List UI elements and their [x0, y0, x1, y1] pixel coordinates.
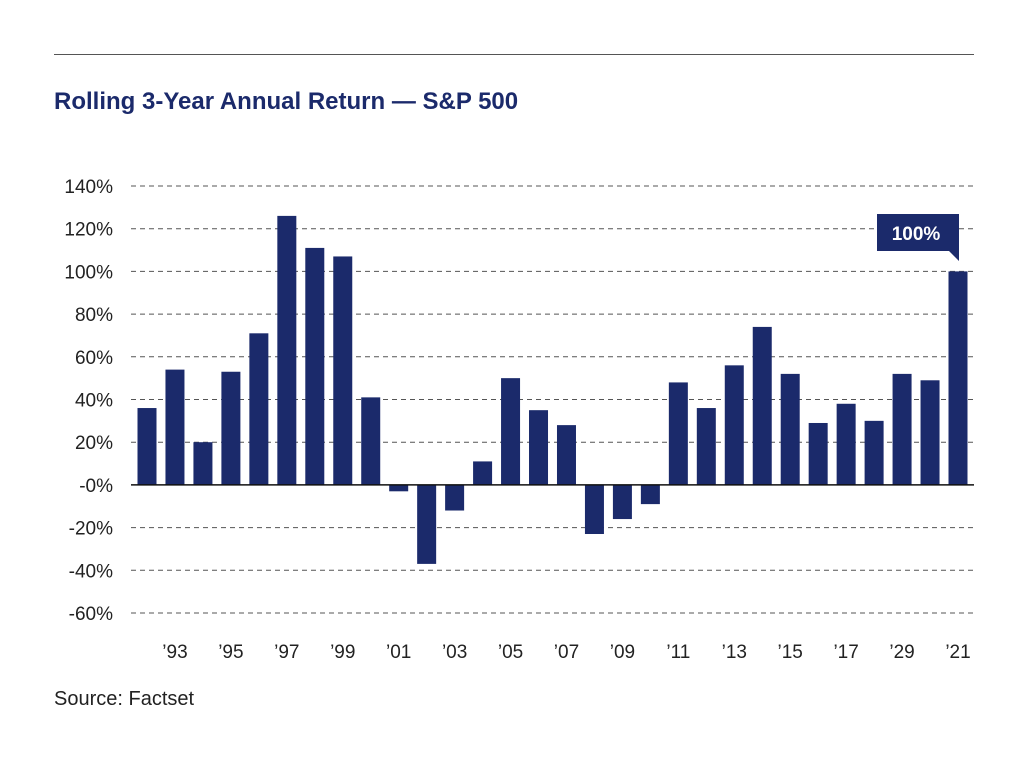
grid-lines	[131, 185, 974, 614]
bar-1992	[137, 408, 157, 485]
y-tick-label: -60%	[69, 604, 113, 625]
top-rule	[54, 54, 974, 55]
bar-2012	[696, 408, 716, 485]
chart-title: Rolling 3-Year Annual Return — S&P 500	[54, 88, 519, 115]
x-tick-label: ’03	[442, 642, 467, 663]
x-tick-label: ’29	[889, 642, 914, 663]
bars	[137, 215, 968, 564]
bar-1999	[333, 256, 353, 485]
bar-2021	[948, 271, 968, 485]
bar-2003	[445, 484, 465, 511]
y-axis-labels: 140% 120% 100% 80% 60% 40% 20% -0% -20% -40% -60%	[64, 177, 113, 625]
bar-2017	[836, 403, 856, 485]
bar-1996	[249, 333, 269, 485]
callout-label: 100%	[892, 224, 941, 245]
y-tick-label: 80%	[75, 305, 113, 326]
y-tick-label: -20%	[69, 519, 113, 540]
x-tick-label: ’11	[666, 642, 690, 663]
bar-1997	[277, 215, 297, 485]
y-tick-label: 60%	[75, 348, 113, 369]
y-tick-label: 120%	[64, 220, 113, 241]
bar-2013	[724, 365, 744, 485]
bar-1995	[221, 371, 241, 485]
y-tick-label: 40%	[75, 391, 113, 412]
x-tick-label: ’99	[330, 642, 355, 663]
x-tick-label: ’01	[386, 642, 411, 663]
bar-2020	[920, 380, 940, 485]
bar-2016	[808, 422, 828, 485]
bar-2019	[892, 373, 912, 485]
bar-2010	[640, 484, 660, 505]
bar-2008	[584, 484, 604, 535]
bar-2009	[612, 484, 632, 520]
bar-2011	[668, 382, 688, 485]
bar-2015	[780, 373, 800, 485]
x-tick-label: ’09	[610, 642, 635, 663]
bar-2005	[501, 378, 521, 485]
x-tick-label: ’21	[945, 642, 970, 663]
x-tick-label: ’07	[554, 642, 579, 663]
y-tick-label: 100%	[64, 262, 113, 283]
x-tick-label: ’95	[218, 642, 243, 663]
annotation: 100%	[877, 214, 959, 261]
bar-1993	[165, 369, 185, 485]
x-tick-label: ’97	[274, 642, 299, 663]
bar-2006	[529, 410, 549, 485]
x-axis-labels: ’93 ’95 ’97 ’99 ’01 ’03 ’05 ’07 ’09 ’11 ’13 ’15 ’17 ’…	[162, 642, 970, 663]
bar-2000	[361, 397, 381, 485]
bar-1994	[193, 442, 213, 485]
x-tick-label: ’93	[162, 642, 187, 663]
x-tick-label: ’13	[722, 642, 747, 663]
bar-2018	[864, 420, 884, 485]
y-tick-label: 20%	[75, 433, 113, 454]
y-tick-label: -0%	[79, 476, 113, 497]
source-note: Source: Factset	[54, 688, 195, 710]
x-tick-label: ’15	[778, 642, 803, 663]
bar-2014	[752, 326, 772, 485]
y-tick-label: 140%	[64, 177, 113, 198]
bar-2007	[556, 425, 576, 485]
bar-1998	[305, 247, 325, 485]
callout-box	[877, 214, 959, 261]
y-tick-label: -40%	[69, 561, 113, 582]
bar-2001	[389, 484, 409, 492]
bar-2002	[417, 484, 437, 564]
x-tick-label: ’17	[833, 642, 858, 663]
x-tick-label: ’05	[498, 642, 523, 663]
bar-2004	[473, 461, 493, 485]
